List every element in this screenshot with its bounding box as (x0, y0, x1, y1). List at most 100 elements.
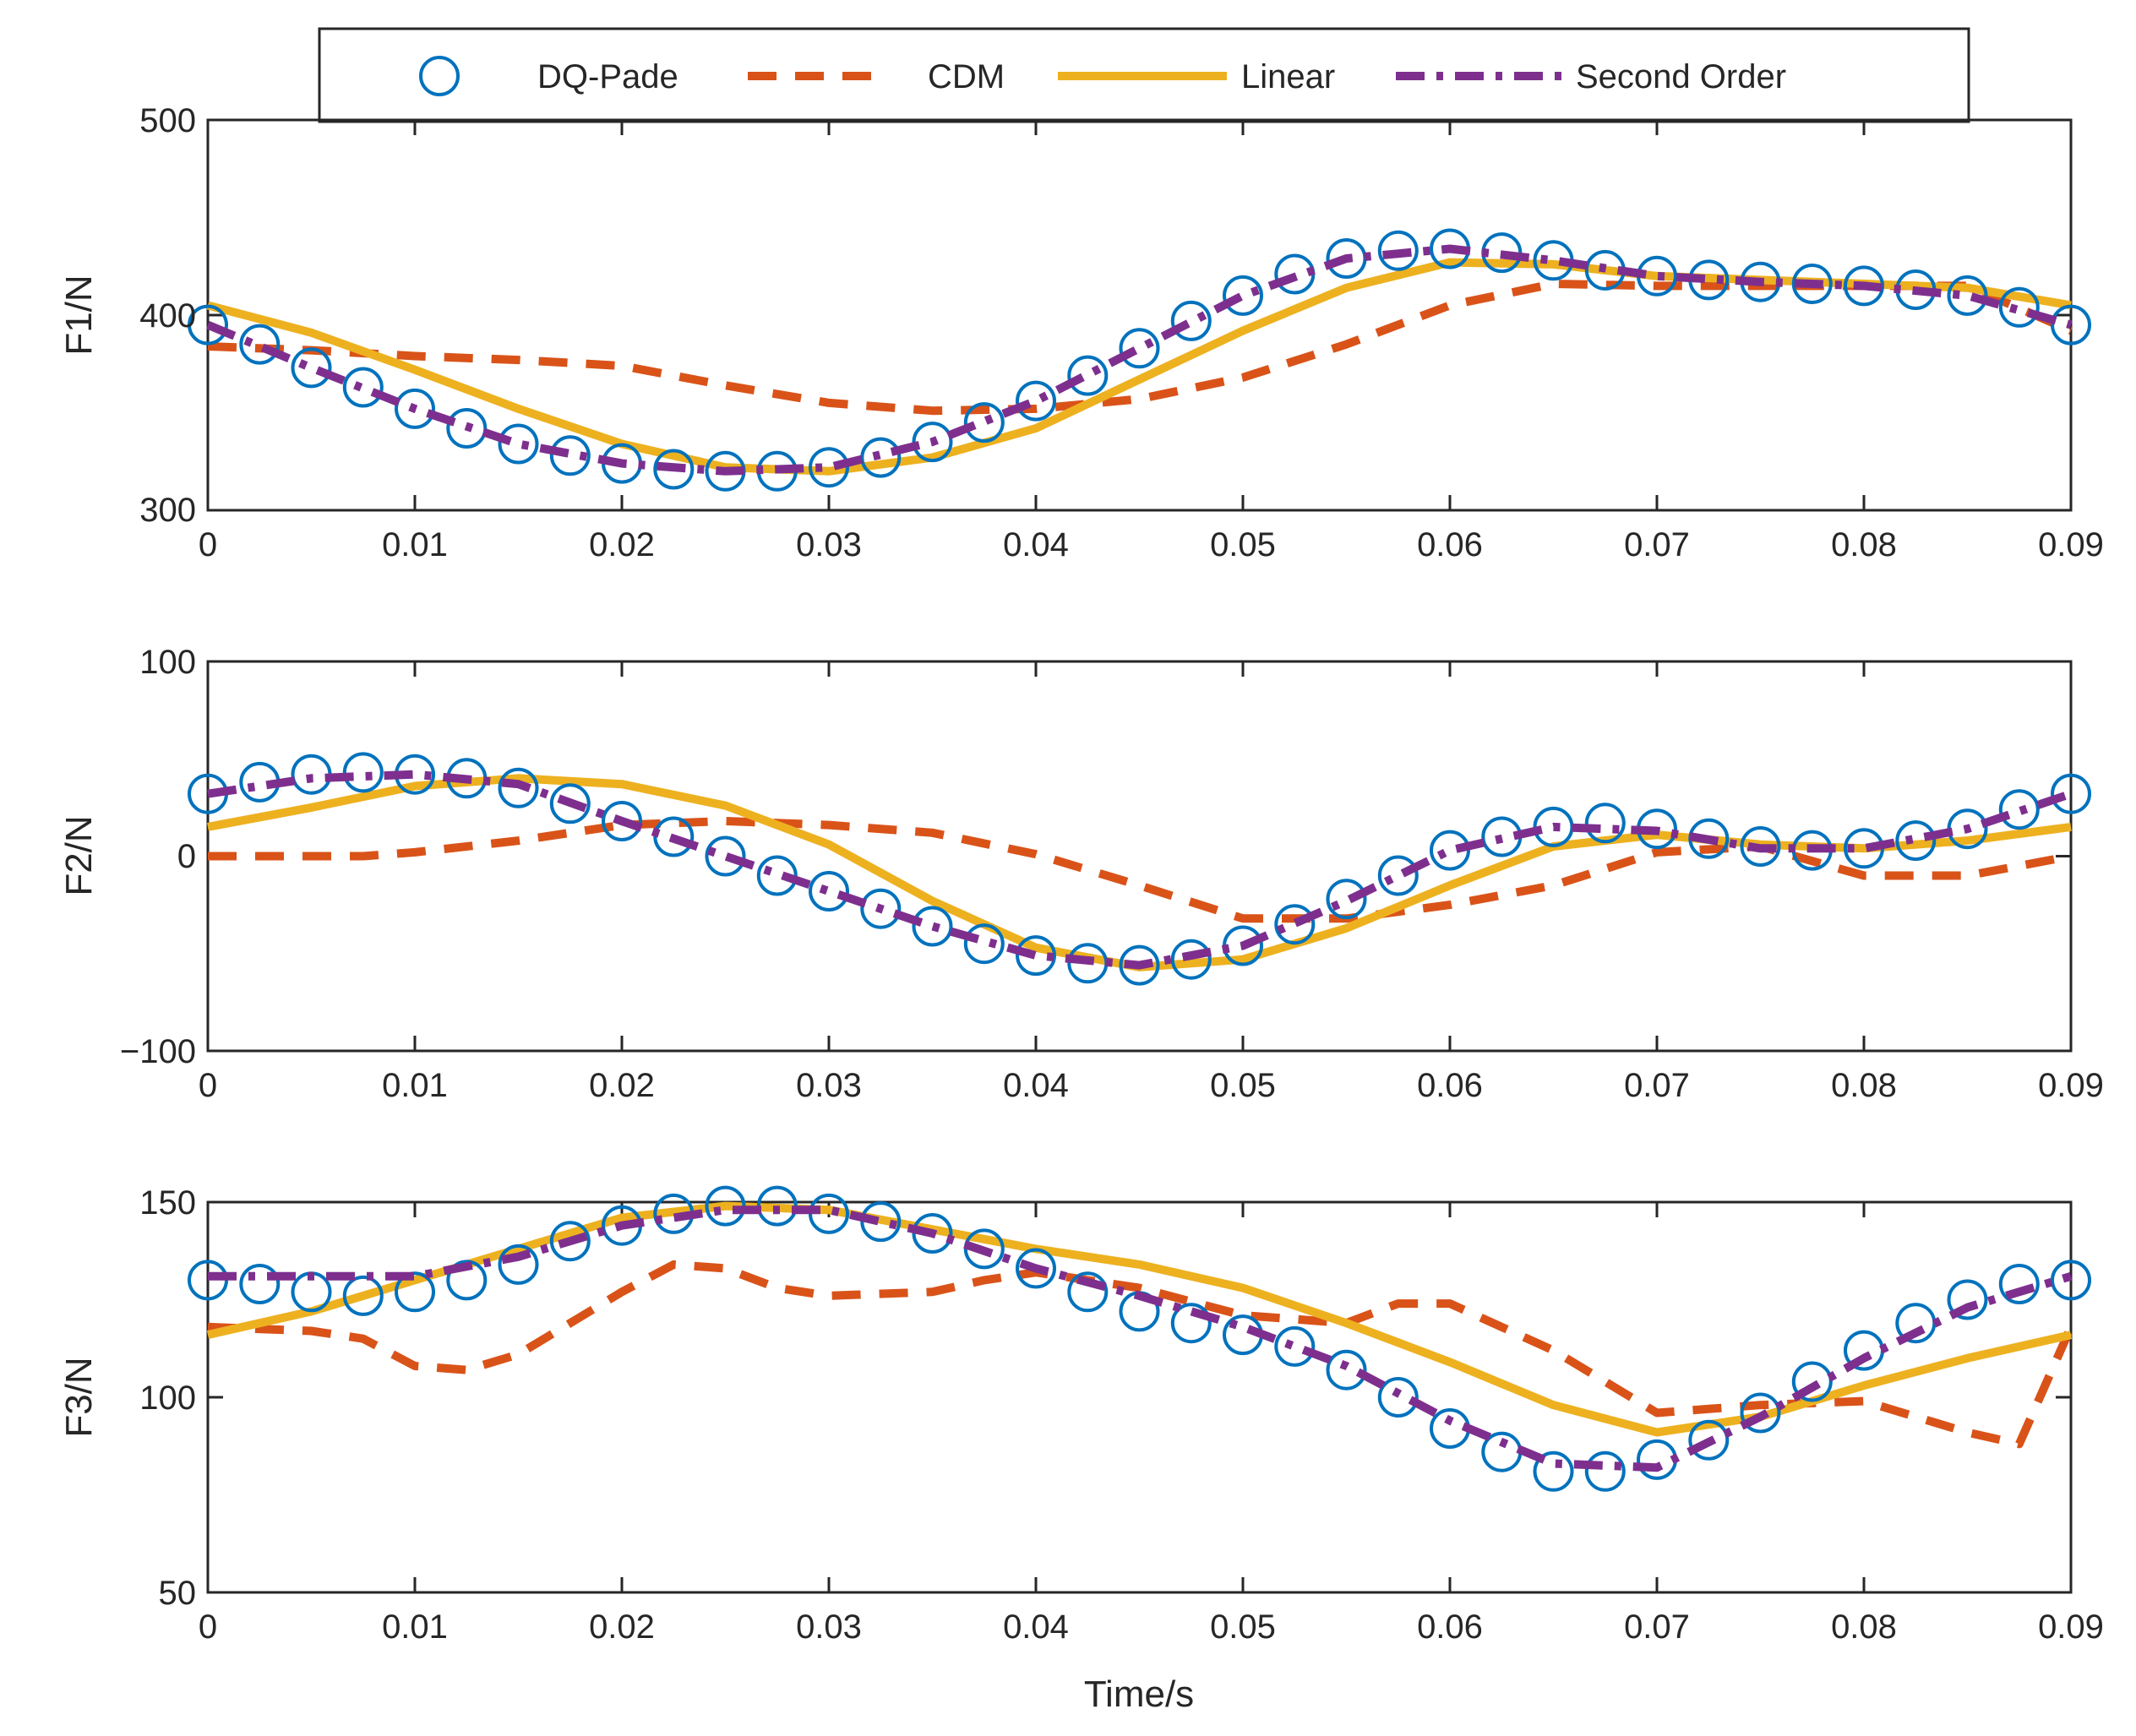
panel-f1-ytick-1: 400 (139, 297, 196, 335)
panel-f2-ytick-0: −100 (120, 1033, 196, 1070)
panel-f1-dq-point-4 (395, 388, 435, 429)
panel-f2-xtick-label-2: 0.02 (589, 1067, 655, 1104)
panel-f1-dq-point-35 (1998, 286, 2040, 328)
panel-f2-ytick-2: 100 (139, 644, 196, 681)
panel-f1-dq-point-7 (549, 435, 591, 476)
legend-dq-pade-marker (419, 56, 460, 96)
panel-f3-dq-point-21 (1274, 1325, 1316, 1367)
panel-f1-dq-point-32 (1844, 265, 1884, 307)
panel-f3-dq-point-3 (342, 1275, 384, 1316)
panel-f3-dq-point-23 (1377, 1377, 1419, 1418)
panel-f1-dq-point-13 (860, 437, 902, 478)
panel-f2-xtick-label-0: 0 (199, 1067, 217, 1104)
panel-f3-xtick-label-8: 0.08 (1831, 1608, 1897, 1646)
panel-f1-dq-point-16 (1016, 380, 1056, 422)
panel-f3-series (188, 1185, 2091, 1594)
panel-f3-dq-point-27 (1584, 1450, 1626, 1492)
panel-f3-xtick-label-1: 0.01 (382, 1608, 448, 1646)
panel-f2: −100 0 100 0 0.01 0.02 0.03 0.04 0.05 0.06 0.07… (58, 644, 2104, 1104)
panel-f2-dq-point-30 (1740, 826, 1781, 867)
panel-f1-dq-point-0 (188, 304, 228, 346)
panel-f3-xtick-label-2: 0.02 (589, 1608, 655, 1646)
panel-f1-xtick-label-1: 0.01 (382, 526, 448, 563)
panel-f2-dq-point-16 (1016, 935, 1056, 977)
panel-f1-series-second (206, 244, 2073, 476)
panel-f1-dq-point-17 (1067, 355, 1109, 396)
panel-f1-xtick-label-4: 0.04 (1003, 526, 1069, 563)
panel-f2-dq-point-14 (912, 906, 953, 947)
panel-f2-dq-point-21 (1274, 904, 1316, 945)
panel-f2-dq-point-13 (860, 888, 902, 929)
panel-f3-ytick-2: 150 (139, 1184, 196, 1222)
panel-f3-series-dq (188, 1185, 2091, 1492)
panel-f2-dq-point-23 (1377, 855, 1419, 896)
panel-f1-dq-point-18 (1119, 328, 1160, 369)
panel-f1-xtick-label-2: 0.02 (589, 526, 655, 563)
panel-f3-dq-point-6 (498, 1243, 539, 1285)
panel-f2-series-second (207, 770, 2073, 970)
panel-f1-ylabel: F1/N (58, 275, 100, 355)
panel-f2-xtick-label-7: 0.07 (1624, 1067, 1690, 1104)
panel-f1-dq-point-20 (1223, 275, 1263, 316)
panel-f3-xtick-label-5: 0.05 (1210, 1608, 1276, 1646)
panel-f1-xticks: 0 0.01 0.02 0.03 0.04 0.05 0.06 0.07 0.08 0.09 (199, 526, 2104, 563)
panel-f3-dq-point-36 (2051, 1260, 2091, 1301)
panel-f3-dq-point-29 (1688, 1419, 1730, 1461)
panel-f2-dq-point-3 (342, 752, 384, 793)
panel-f3-xtick-label-6: 0.06 (1417, 1608, 1483, 1646)
panel-f3-dq-point-34 (1947, 1279, 1988, 1320)
panel-f3-xtick-label-0: 0 (199, 1608, 217, 1646)
panel-f2-xtick-label-1: 0.01 (382, 1067, 448, 1104)
panel-f2-dq-point-27 (1584, 803, 1626, 844)
panel-f3-dq-point-31 (1791, 1361, 1833, 1402)
panel-f2-series (188, 660, 2091, 1053)
panel-f1-dq-point-1 (239, 324, 281, 365)
legend-dq-pade-label: DQ-Pade (537, 58, 678, 95)
panel-f3-xticks: 0 0.01 0.02 0.03 0.04 0.05 0.06 0.07 0.08 0.09 (199, 1608, 2104, 1646)
panel-f2-dq-point-35 (1998, 789, 2040, 830)
panel-f2-xtick-label-4: 0.04 (1003, 1067, 1069, 1104)
legend: DQ-Pade CDM Linear Second Order (318, 27, 1970, 123)
panel-f3-xtick-label-7: 0.07 (1624, 1608, 1690, 1646)
panel-f1-xtick-label-3: 0.03 (796, 526, 862, 563)
panel-f1-dq-point-14 (912, 422, 953, 463)
panel-f1-dq-point-23 (1377, 230, 1419, 271)
panel-f3-ytick-0: 50 (159, 1575, 197, 1612)
panel-f3-dq-point-26 (1533, 1450, 1574, 1492)
panel-f3-series-second (208, 1205, 2073, 1472)
panel-f1-xtick-label-7: 0.07 (1624, 526, 1690, 563)
legend-linear-label: Linear (1241, 58, 1335, 95)
panel-f2-dq-point-22 (1326, 879, 1367, 920)
panel-f2-ytick-1: 0 (177, 838, 196, 875)
panel-f1-dq-point-9 (653, 449, 695, 490)
panel-f2-xtick-label-3: 0.03 (796, 1067, 862, 1104)
panel-f3-ylabel: F3/N (58, 1357, 100, 1437)
panel-f1-dq-point-31 (1791, 264, 1833, 304)
panel-f2-dq-point-18 (1119, 944, 1160, 986)
panel-f3-dq-point-4 (395, 1271, 435, 1313)
panel-f3-dq-point-1 (239, 1264, 281, 1304)
panel-f1-xtick-label-8: 0.08 (1831, 526, 1897, 563)
panel-f2-xtick-label-9: 0.09 (2038, 1067, 2104, 1104)
panel-f3-dq-point-30 (1740, 1392, 1781, 1434)
panel-f3-dq-point-5 (446, 1260, 488, 1301)
panel-f2-dq-point-33 (1895, 820, 1937, 862)
panel-f1-dq-point-15 (963, 402, 1005, 444)
panel-f1-xtick-label-0: 0 (199, 526, 217, 563)
panel-f3-dq-point-35 (1998, 1264, 2040, 1304)
panel-f1-dq-point-2 (291, 347, 332, 389)
legend-cdm-label: CDM (928, 58, 1005, 95)
panel-f1-dq-point-19 (1170, 300, 1212, 341)
panel-f1-dq-point-6 (498, 423, 539, 465)
panel-f2-dq-point-6 (498, 767, 539, 808)
panel-f2-dq-point-7 (549, 783, 591, 824)
panel-f1-ytick-2: 500 (139, 102, 196, 139)
panel-f3-xtick-label-4: 0.04 (1003, 1608, 1069, 1646)
panel-f2-xtick-label-8: 0.08 (1831, 1067, 1897, 1104)
panel-f1-dq-point-12 (809, 447, 849, 488)
panel-f2-dq-point-36 (2051, 773, 2091, 814)
panel-f2-ylabel: F2/N (58, 815, 100, 895)
panel-f3-xtick-label-3: 0.03 (796, 1608, 862, 1646)
panel-f2-dq-point-15 (963, 923, 1005, 965)
